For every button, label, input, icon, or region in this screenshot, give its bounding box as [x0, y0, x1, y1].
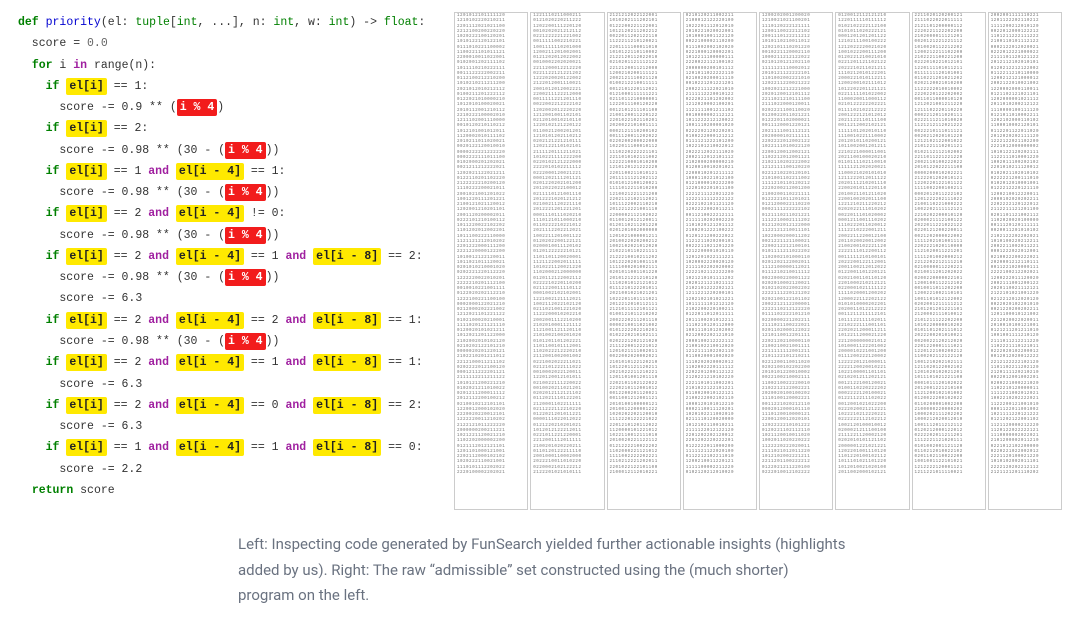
highlighted-expression-red: i % 4	[225, 184, 266, 201]
data-column: 1221110211000211 0121020220211222 120220…	[530, 12, 604, 510]
highlighted-expression: el[i]	[66, 163, 107, 180]
figure-caption: Left: Inspecting code generated by FunSe…	[238, 532, 848, 609]
highlighted-expression: el[i]	[66, 439, 107, 456]
highlighted-expression: el[i - 4]	[176, 205, 244, 222]
data-column: 2211020120200121 2111022022011111 212110…	[912, 12, 986, 510]
highlighted-expression: el[i]	[66, 78, 107, 95]
highlighted-expression: el[i - 8]	[313, 248, 381, 265]
highlighted-expression: el[i]	[66, 312, 107, 329]
highlighted-expression: el[i]	[66, 397, 107, 414]
highlighted-expression: el[i]	[66, 205, 107, 222]
figure-container: def priority(el: tuple[int, ...], n: int…	[18, 12, 1062, 510]
highlighted-expression-red: i % 4	[177, 99, 218, 116]
data-column: 1200202001200020 1210021021100201 111012…	[759, 12, 833, 510]
highlighted-expression-red: i % 4	[225, 142, 266, 159]
highlighted-expression-red: i % 4	[225, 227, 266, 244]
admissible-set-grid: 1201012101111120 1210102220210211 220111…	[454, 12, 1062, 510]
highlighted-expression: el[i - 8]	[313, 312, 381, 329]
data-column: 2002001111110221 1201122202110212 111120…	[988, 12, 1062, 510]
highlighted-expression: el[i]	[66, 354, 107, 371]
highlighted-expression: el[i - 4]	[176, 439, 244, 456]
data-column: 0120012112121210 1220111110111112 010210…	[835, 12, 909, 510]
highlighted-expression: el[i - 4]	[176, 163, 244, 180]
highlighted-expression: el[i]	[66, 120, 107, 137]
highlighted-expression: el[i]	[66, 248, 107, 265]
highlighted-expression: el[i - 4]	[176, 248, 244, 265]
highlighted-expression: el[i - 8]	[313, 354, 381, 371]
code-listing: def priority(el: tuple[int, ...], n: int…	[18, 12, 438, 501]
data-column: 2121212022122001 1010202111202101 012220…	[607, 12, 681, 510]
data-column: 1201012101111120 1210102220210211 220111…	[454, 12, 528, 510]
highlighted-expression: el[i - 4]	[176, 312, 244, 329]
highlighted-expression: el[i - 8]	[313, 397, 381, 414]
highlighted-expression-red: i % 4	[225, 333, 266, 350]
data-column: 0210120211002211 2100012122220100 102220…	[683, 12, 757, 510]
highlighted-expression: el[i - 8]	[313, 439, 381, 456]
highlighted-expression-red: i % 4	[225, 269, 266, 286]
highlighted-expression: el[i - 4]	[176, 354, 244, 371]
highlighted-expression: el[i - 4]	[176, 397, 244, 414]
